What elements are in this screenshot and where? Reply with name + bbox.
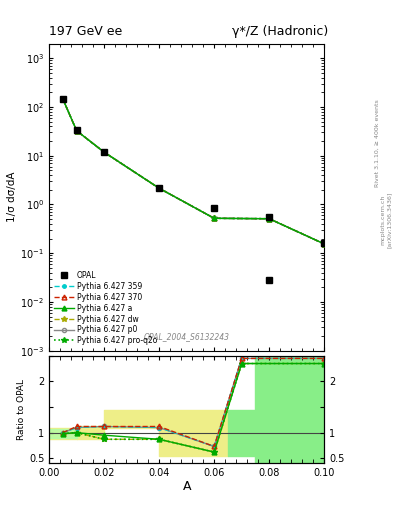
Line: OPAL: OPAL [60,96,327,246]
OPAL [74,127,79,134]
Pythia 6.427 359 [322,241,327,247]
Text: mcplots.cern.ch: mcplots.cern.ch [381,195,386,245]
Pythia 6.427 359 [267,216,272,222]
Pythia 6.427 359 [61,96,65,102]
Pythia 6.427 p0 [212,215,217,221]
Text: 197 GeV ee: 197 GeV ee [49,26,122,38]
Pythia 6.427 370 [61,96,65,102]
Pythia 6.427 dw [267,216,272,222]
Text: Rivet 3.1.10, ≥ 400k events: Rivet 3.1.10, ≥ 400k events [375,99,380,187]
Pythia 6.427 a [322,241,327,247]
Pythia 6.427 p0 [322,241,327,247]
OPAL [322,240,327,246]
Line: Pythia 6.427 a: Pythia 6.427 a [61,97,327,246]
OPAL [157,185,162,191]
OPAL [102,149,107,155]
Pythia 6.427 pro-q2o [74,127,79,134]
Pythia 6.427 p0 [267,216,272,222]
Pythia 6.427 370 [74,127,79,134]
Pythia 6.427 a [267,216,272,222]
Pythia 6.427 dw [322,241,327,247]
Pythia 6.427 370 [102,149,107,155]
Text: [arXiv:1306.3436]: [arXiv:1306.3436] [387,192,391,248]
X-axis label: A: A [182,480,191,493]
Pythia 6.427 pro-q2o [212,215,217,221]
OPAL [267,214,272,220]
Pythia 6.427 pro-q2o [322,241,327,247]
Pythia 6.427 dw [212,215,217,221]
Pythia 6.427 pro-q2o [267,216,272,222]
Pythia 6.427 370 [322,241,327,247]
OPAL [212,205,217,211]
Pythia 6.427 dw [61,96,65,102]
Line: Pythia 6.427 p0: Pythia 6.427 p0 [61,97,326,246]
Pythia 6.427 a [61,96,65,102]
Text: OPAL_2004_S6132243: OPAL_2004_S6132243 [144,332,230,342]
Pythia 6.427 dw [157,185,162,191]
Pythia 6.427 a [74,127,79,134]
Line: Pythia 6.427 370: Pythia 6.427 370 [61,97,327,246]
Pythia 6.427 a [102,149,107,155]
Pythia 6.427 pro-q2o [61,96,65,102]
Line: Pythia 6.427 pro-q2o: Pythia 6.427 pro-q2o [60,96,327,247]
Pythia 6.427 dw [74,127,79,134]
Y-axis label: 1/σ dσ/dA: 1/σ dσ/dA [7,172,18,222]
Pythia 6.427 pro-q2o [102,149,107,155]
Pythia 6.427 359 [102,149,107,155]
Line: Pythia 6.427 dw: Pythia 6.427 dw [60,96,327,247]
Line: Pythia 6.427 359: Pythia 6.427 359 [61,97,326,246]
Pythia 6.427 dw [102,149,107,155]
Pythia 6.427 359 [74,127,79,134]
Pythia 6.427 a [157,185,162,191]
Pythia 6.427 370 [267,216,272,222]
Pythia 6.427 a [212,215,217,221]
OPAL [61,96,65,102]
Pythia 6.427 359 [157,185,162,191]
Pythia 6.427 359 [212,215,217,221]
Y-axis label: Ratio to OPAL: Ratio to OPAL [17,379,26,440]
Pythia 6.427 pro-q2o [157,185,162,191]
Legend: OPAL, Pythia 6.427 359, Pythia 6.427 370, Pythia 6.427 a, Pythia 6.427 dw, Pythi: OPAL, Pythia 6.427 359, Pythia 6.427 370… [53,269,158,347]
Pythia 6.427 p0 [102,149,107,155]
Pythia 6.427 p0 [157,185,162,191]
Pythia 6.427 370 [157,185,162,191]
Pythia 6.427 370 [212,215,217,221]
Text: γ*/Z (Hadronic): γ*/Z (Hadronic) [232,26,328,38]
Pythia 6.427 p0 [74,127,79,134]
Pythia 6.427 p0 [61,96,65,102]
